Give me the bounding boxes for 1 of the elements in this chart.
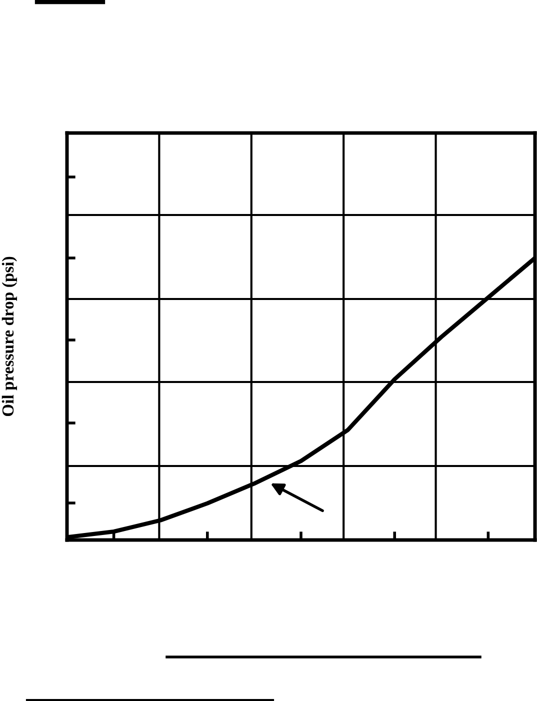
y-axis-title: Oil pressure drop (psi)	[2, 256, 17, 416]
